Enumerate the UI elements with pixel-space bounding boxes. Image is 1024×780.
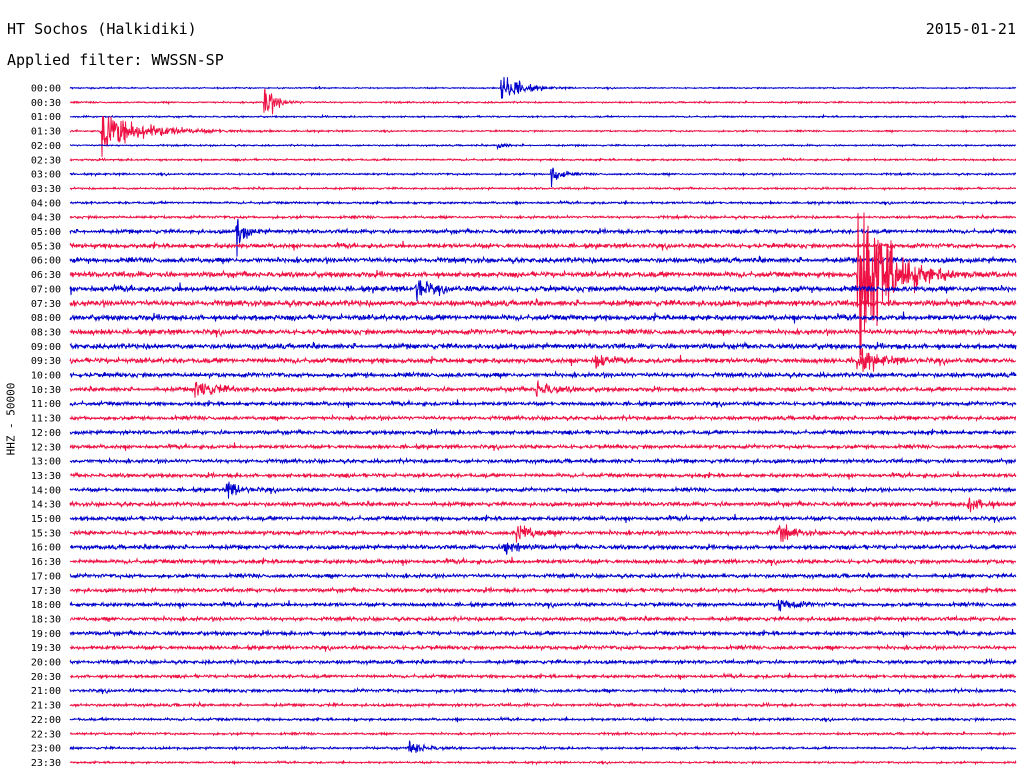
trace-line: [69, 297, 1017, 308]
time-tick-label: 19:00: [31, 629, 61, 640]
time-tick-label: 08:00: [31, 313, 61, 324]
time-tick-label: 06:30: [31, 270, 61, 281]
time-tick-label: 00:30: [31, 98, 61, 109]
trace-line: [69, 470, 1017, 480]
trace-line: [69, 556, 1017, 567]
time-tick-label: 04:30: [31, 213, 61, 224]
trace-line: [69, 513, 1017, 524]
trace-line: [69, 88, 1017, 115]
time-tick-label: 18:30: [31, 614, 61, 625]
time-tick-label: 18:00: [31, 600, 61, 611]
time-tick-label: 15:00: [31, 514, 61, 525]
time-tick-label: 03:00: [31, 170, 61, 181]
trace-line: [69, 311, 1017, 324]
trace-line: [69, 380, 1017, 398]
trace-line: [69, 212, 1017, 358]
trace-line: [69, 571, 1017, 581]
station-title: HT Sochos (Halkidiki): [7, 20, 197, 38]
trace-line: [69, 657, 1017, 666]
time-tick-label: 23:30: [31, 758, 61, 769]
time-tick-label: 08:30: [31, 327, 61, 338]
trace-line: [69, 585, 1017, 595]
date-label: 2015-01-21: [925, 20, 1016, 38]
trace-line: [69, 142, 1017, 151]
time-tick-label: 02:00: [31, 141, 61, 152]
trace-line: [69, 370, 1017, 380]
time-tick-label: 12:30: [31, 442, 61, 453]
trace-line: [69, 199, 1017, 207]
time-tick-label: 11:30: [31, 414, 61, 425]
time-tick-label: 23:00: [31, 744, 61, 755]
trace-line: [69, 759, 1017, 766]
trace-line: [69, 481, 1017, 499]
time-tick-label: 10:00: [31, 371, 61, 382]
filter-label: Applied filter: WWSSN-SP: [7, 51, 224, 69]
time-tick-label: 13:00: [31, 457, 61, 468]
trace-line: [69, 671, 1017, 680]
trace-line: [69, 599, 1017, 612]
time-tick-label: 02:30: [31, 155, 61, 166]
time-tick-label: 21:30: [31, 701, 61, 712]
trace-line: [69, 348, 1017, 373]
trace-line: [69, 399, 1017, 408]
time-tick-label: 21:00: [31, 686, 61, 697]
time-tick-label: 03:30: [31, 184, 61, 195]
time-tick-label: 13:30: [31, 471, 61, 482]
time-tick-label: 00:00: [31, 84, 61, 95]
time-tick-label: 16:00: [31, 543, 61, 554]
trace-line: [69, 686, 1017, 696]
time-tick-label: 01:00: [31, 112, 61, 123]
time-tick-label: 14:00: [31, 485, 61, 496]
trace-line: [69, 340, 1017, 351]
time-tick-label: 17:00: [31, 571, 61, 582]
time-tick-label: 09:00: [31, 342, 61, 353]
time-tick-label: 15:30: [31, 528, 61, 539]
trace-line: [69, 715, 1017, 723]
trace-line: [69, 524, 1017, 543]
trace-line: [69, 77, 1017, 99]
trace-line: [69, 740, 1017, 753]
time-tick-label: 19:30: [31, 643, 61, 654]
trace-line: [69, 255, 1017, 265]
trace-line: [69, 113, 1017, 120]
time-tick-label: 07:00: [31, 284, 61, 295]
time-tick-label: 11:00: [31, 399, 61, 410]
time-tick-label: 09:30: [31, 356, 61, 367]
trace-line: [69, 442, 1017, 451]
time-tick-label: 10:30: [31, 385, 61, 396]
trace-line: [69, 730, 1017, 738]
trace-line: [69, 542, 1017, 555]
time-tick-label: 06:00: [31, 256, 61, 267]
trace-line: [69, 185, 1017, 192]
time-tick-label: 05:30: [31, 241, 61, 252]
time-tick-label: 07:30: [31, 299, 61, 310]
trace-line: [69, 327, 1017, 338]
trace-line: [69, 115, 1017, 157]
trace-line: [69, 456, 1017, 466]
trace-line: [69, 213, 1017, 221]
trace-line: [69, 628, 1017, 638]
trace-line: [69, 167, 1017, 188]
time-tick-label: 12:00: [31, 428, 61, 439]
time-tick-label: 16:30: [31, 557, 61, 568]
time-tick-label: 22:00: [31, 715, 61, 726]
time-tick-label: 20:00: [31, 658, 61, 669]
trace-line: [69, 700, 1017, 709]
trace-line: [69, 643, 1017, 652]
time-tick-label: 04:00: [31, 198, 61, 209]
time-tick-label: 22:30: [31, 729, 61, 740]
time-tick-label: 01:30: [31, 127, 61, 138]
time-tick-label: 20:30: [31, 672, 61, 683]
trace-line: [69, 413, 1017, 423]
trace-line: [69, 497, 1017, 513]
time-tick-label: 14:30: [31, 500, 61, 511]
time-tick-label: 05:00: [31, 227, 61, 238]
trace-line: [69, 280, 1017, 302]
time-tick-label: 17:30: [31, 586, 61, 597]
trace-line: [69, 614, 1017, 624]
trace-line: [69, 156, 1017, 163]
trace-line: [69, 427, 1017, 437]
